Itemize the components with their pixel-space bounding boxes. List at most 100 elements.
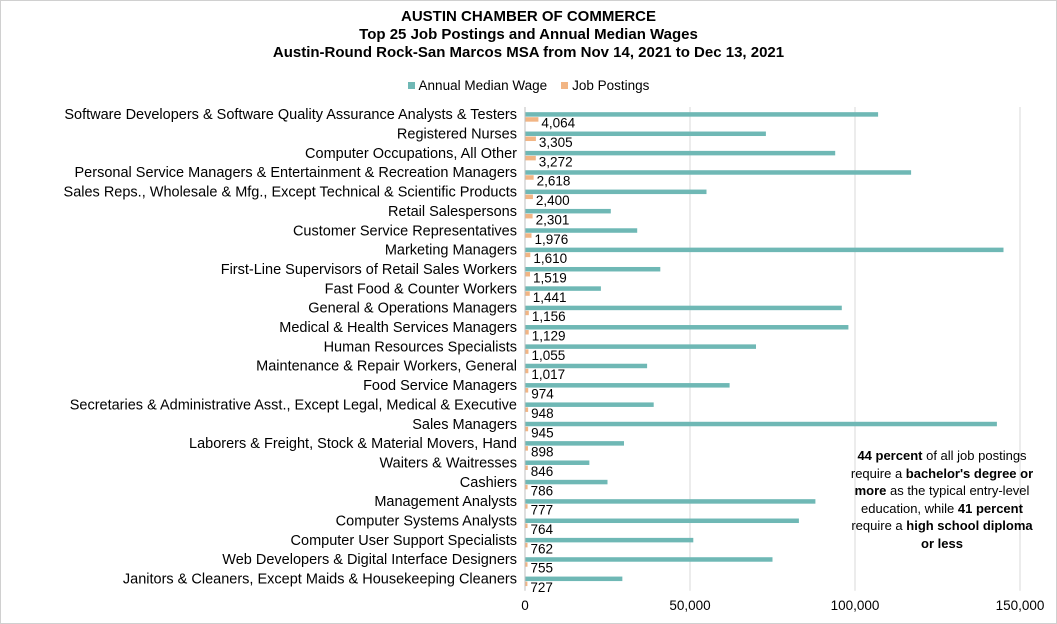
- postings-bar: [525, 446, 528, 451]
- category-label: Computer Occupations, All Other: [305, 146, 517, 162]
- postings-bar: [525, 291, 530, 296]
- postings-data-label: 1,017: [531, 367, 565, 382]
- category-label: Secretaries & Administrative Asst., Exce…: [70, 397, 517, 413]
- category-label: Laborers & Freight, Stock & Material Mov…: [189, 436, 517, 452]
- category-label: General & Operations Managers: [308, 301, 517, 317]
- postings-bar: [525, 117, 539, 122]
- wage-bar: [525, 421, 997, 427]
- category-label: Food Service Managers: [363, 378, 517, 394]
- org-title: AUSTIN CHAMBER OF COMMERCE: [401, 8, 656, 25]
- postings-bar: [525, 581, 528, 587]
- chart-subtitle: Austin-Round Rock-San Marcos MSA from No…: [272, 44, 785, 61]
- category-label: Retail Salespersons: [388, 204, 517, 220]
- postings-data-label: 2,301: [536, 212, 570, 227]
- postings-bar: [525, 349, 529, 354]
- postings-bar: [525, 194, 533, 200]
- wage-bar: [525, 286, 601, 291]
- wage-bar: [525, 460, 590, 465]
- wage-bar: [525, 363, 648, 369]
- category-label: Computer Systems Analysts: [336, 514, 517, 530]
- note-text-1: of all job postings require a: [850, 448, 1027, 481]
- legend-item-postings: Job Postings: [561, 78, 649, 93]
- note-text-3: require a: [851, 518, 907, 533]
- postings-bar: [525, 368, 529, 374]
- legend: Annual Median Wage Job Postings: [0, 78, 1057, 93]
- category-label: Cashiers: [460, 475, 517, 491]
- wage-bar: [525, 576, 623, 582]
- wage-bar: [525, 305, 842, 311]
- wage-bar: [525, 150, 836, 156]
- wage-bar: [525, 247, 1004, 253]
- postings-data-label: 1,610: [533, 251, 567, 266]
- postings-bar: [525, 271, 531, 277]
- postings-data-label: 948: [531, 406, 554, 421]
- note-bold-4: high school diploma or less: [906, 518, 1033, 551]
- wage-bar: [525, 441, 624, 446]
- wage-bar: [525, 402, 654, 407]
- postings-data-label: 1,055: [531, 348, 565, 363]
- category-label: Web Developers & Digital Interface Desig…: [222, 552, 517, 568]
- postings-bar: [525, 136, 536, 142]
- category-label: Human Resources Specialists: [324, 339, 517, 355]
- postings-bar: [525, 426, 529, 432]
- postings-data-label: 4,064: [541, 116, 575, 131]
- postings-bar: [525, 542, 528, 548]
- postings-data-label: 1,976: [535, 232, 569, 247]
- category-label: First-Line Supervisors of Retail Sales W…: [221, 262, 517, 278]
- postings-data-label: 777: [531, 503, 554, 518]
- postings-bar: [525, 388, 529, 393]
- postings-bar: [525, 504, 528, 509]
- note-bold-2: bachelor's degree or more: [854, 465, 1034, 499]
- category-label: Software Developers & Software Quality A…: [64, 107, 517, 123]
- postings-data-label: 3,272: [539, 154, 573, 169]
- postings-bar: [525, 407, 529, 412]
- postings-data-label: 1,441: [533, 290, 567, 305]
- postings-bar: [525, 310, 529, 316]
- postings-data-label: 755: [530, 561, 553, 576]
- postings-data-label: 2,400: [536, 193, 570, 208]
- wage-bar: [525, 537, 694, 543]
- postings-data-label: 945: [531, 425, 554, 440]
- postings-bar: [525, 175, 534, 180]
- wage-bar: [525, 266, 661, 272]
- wage-bar: [525, 112, 879, 117]
- legend-item-wage: Annual Median Wage: [407, 78, 548, 93]
- wage-bar: [525, 557, 773, 562]
- wage-bar: [525, 325, 849, 330]
- wage-bar: [525, 499, 816, 504]
- postings-bar: [525, 523, 528, 529]
- postings-bar: [525, 155, 536, 161]
- legend-label-wage: Annual Median Wage: [418, 78, 548, 93]
- x-tick-label: 100,000: [831, 598, 880, 613]
- postings-data-label: 727: [530, 580, 553, 595]
- postings-bar: [525, 562, 528, 567]
- postings-bar: [525, 213, 533, 219]
- postings-bar: [525, 465, 528, 470]
- postings-data-label: 1,519: [533, 270, 567, 285]
- postings-bar: [525, 252, 531, 258]
- wage-bar: [525, 479, 608, 485]
- legend-swatch-wage: [407, 82, 415, 89]
- postings-data-label: 786: [531, 483, 554, 498]
- postings-data-label: 762: [531, 541, 554, 556]
- postings-bar: [525, 330, 529, 335]
- category-label: Marketing Managers: [385, 243, 517, 259]
- legend-label-postings: Job Postings: [572, 78, 650, 93]
- wage-bar: [525, 383, 730, 388]
- wage-bar: [525, 189, 707, 195]
- x-tick-label: 50,000: [669, 598, 710, 613]
- postings-bar: [525, 233, 532, 238]
- postings-data-label: 764: [531, 522, 554, 537]
- category-label: Personal Service Managers & Entertainmen…: [75, 165, 517, 181]
- x-tick-label: 0: [521, 598, 529, 613]
- category-label: Management Analysts: [374, 494, 517, 510]
- wage-bar: [525, 170, 912, 175]
- postings-data-label: 846: [531, 464, 554, 479]
- postings-data-label: 974: [531, 387, 554, 402]
- x-tick-label: 150,000: [996, 598, 1045, 613]
- category-label: Maintenance & Repair Workers, General: [256, 359, 517, 375]
- category-label: Janitors & Cleaners, Except Maids & Hous…: [123, 572, 517, 588]
- category-label: Customer Service Representatives: [293, 223, 517, 239]
- postings-data-label: 1,156: [532, 309, 566, 324]
